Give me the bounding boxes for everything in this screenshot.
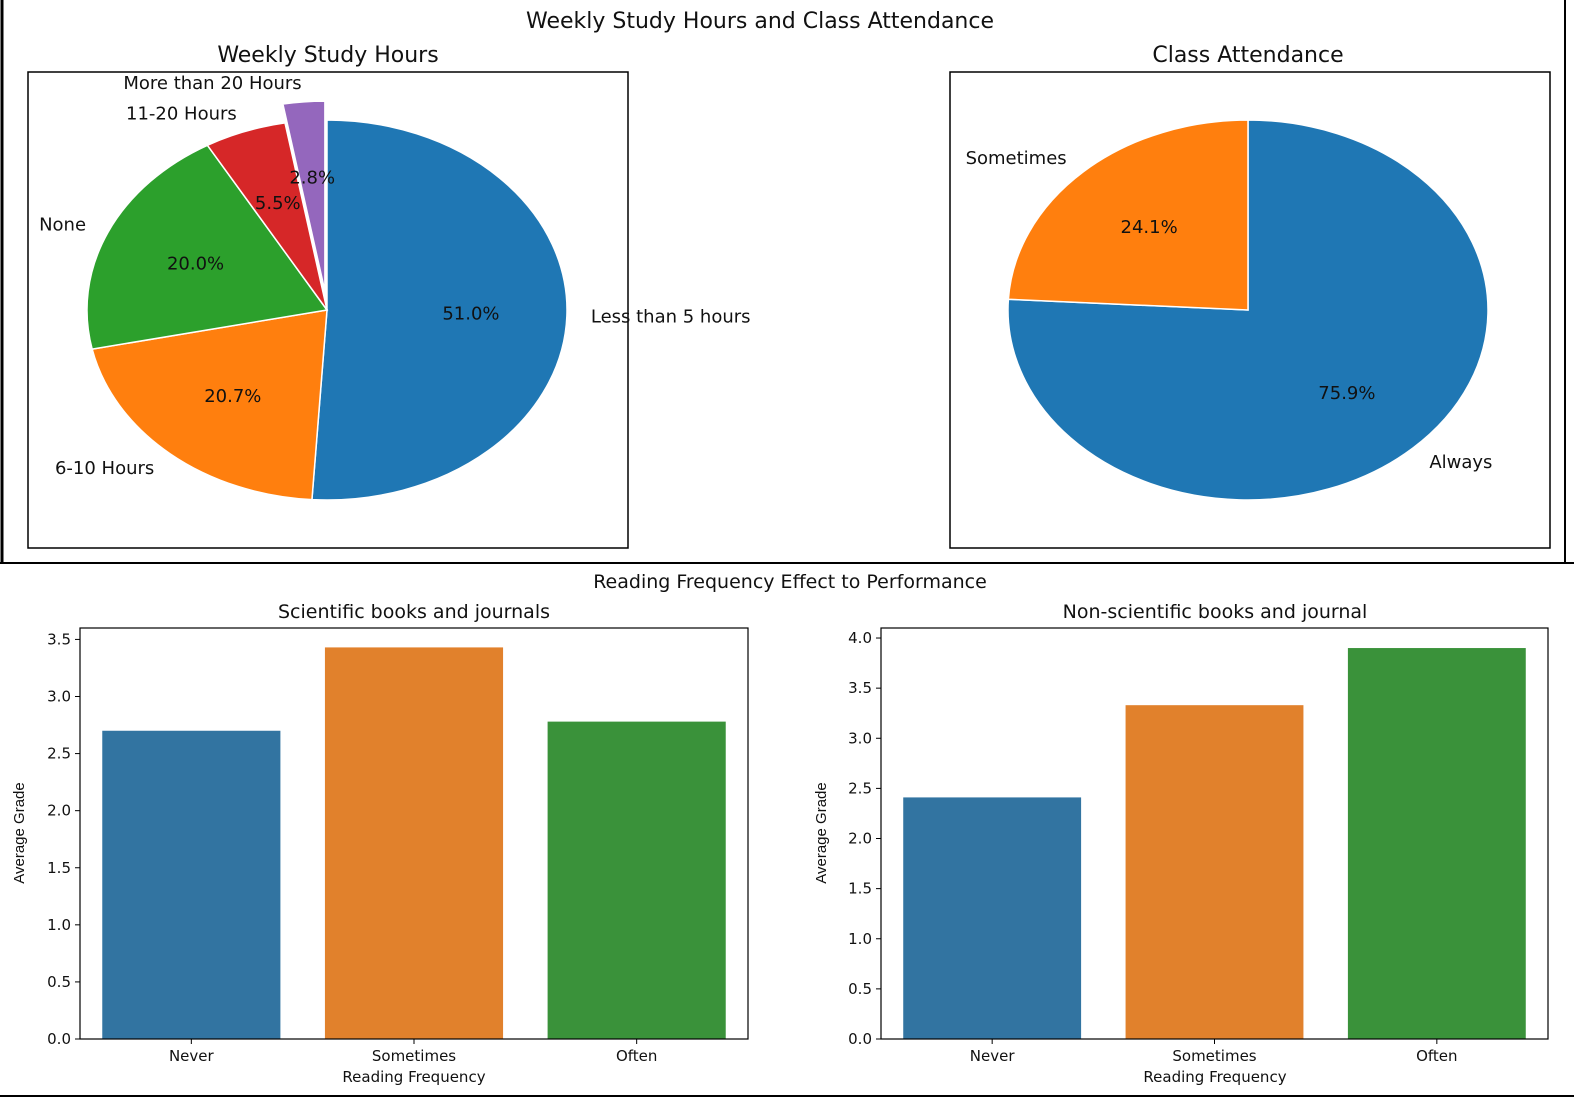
pie1-slice-less-than-5-hours <box>311 119 568 501</box>
pie2-label-always: Always <box>1429 452 1492 473</box>
pie2-pct-label-always: 75.9% <box>1318 383 1375 404</box>
bar2-ytick-label: 2.0 <box>848 830 872 848</box>
bar2-ytick-label: 2.5 <box>848 779 872 797</box>
bar2-ytick-label: 3.5 <box>848 679 872 697</box>
pie2-slice-always <box>1007 119 1489 501</box>
bar1-xtick-label-never: Never <box>169 1047 215 1065</box>
pie2-label-sometimes: Sometimes <box>966 148 1067 169</box>
bar2-xtick-label-never: Never <box>970 1047 1016 1065</box>
pie1-pct-label-less-than-5-hours: 51.0% <box>442 304 499 325</box>
bar2-title: Non-scientific books and journal <box>1063 601 1368 623</box>
pie2-title: Class Attendance <box>1152 43 1343 68</box>
pie1-pct-label-11-20-hours: 5.5% <box>255 193 301 214</box>
pie1-slice-11-20-hours <box>206 122 328 311</box>
pie1-pct-label-6-10-hours: 20.7% <box>204 386 261 407</box>
pie1-label-6-10-hours: 6-10 Hours <box>55 458 154 479</box>
bar1-ytick-label: 0.5 <box>47 973 71 991</box>
pie2-pct-label-sometimes: 24.1% <box>1121 217 1178 238</box>
bar2-ytick-label: 4.0 <box>848 629 872 647</box>
bar1-frame <box>79 627 749 1040</box>
bar1-ytick-label: 3.0 <box>47 688 71 706</box>
bar1-ytick-label: 0.0 <box>47 1030 71 1048</box>
bar-chart-scientific: Scientific books and journals Never Somet… <box>11 601 749 1086</box>
pie1-pct-label-none: 20.0% <box>167 253 224 274</box>
pie1-label-11-20-hours: 11-20 Hours <box>126 104 237 125</box>
bar2-ytick-label: 0.5 <box>848 980 872 998</box>
bar1-bar-never <box>102 730 281 1039</box>
bar2-xtick-label-often: Often <box>1416 1047 1457 1065</box>
bar1-bar-sometimes <box>324 647 504 1039</box>
bar1-xlabel: Reading Frequency <box>342 1068 485 1086</box>
pie1-frame <box>27 71 629 549</box>
bar2-bar-often <box>1347 648 1526 1039</box>
bar1-ylabel: Average Grade <box>11 782 28 883</box>
bar1-xtick-label-sometimes: Sometimes <box>372 1047 456 1065</box>
pie1-label-none: None <box>39 215 86 236</box>
bar1-ytick-label: 1.5 <box>47 859 71 877</box>
bar2-ytick-label: 1.0 <box>848 930 872 948</box>
bar2-bar-sometimes <box>1125 705 1304 1039</box>
pie1-pct-label-more-than-20-hours: 2.8% <box>289 168 335 189</box>
bar2-ytick-label: 3.0 <box>848 729 872 747</box>
bar2-xtick-label-sometimes: Sometimes <box>1172 1047 1256 1065</box>
top-figure-title: Weekly Study Hours and Class Attendance <box>526 9 994 34</box>
pie1-slice-more-than-20-hours <box>281 100 326 292</box>
bar1-ytick-label: 1.0 <box>47 916 71 934</box>
bar2-ytick-label: 1.5 <box>848 880 872 898</box>
bar1-bar-often <box>547 721 726 1039</box>
bar1-xtick-label-often: Often <box>616 1047 657 1065</box>
pie1-label-more-than-20-hours: More than 20 Hours <box>123 73 301 94</box>
bar1-ytick-label: 2.0 <box>47 802 71 820</box>
bar-chart-non-scientific: Non-scientific books and journal Never So… <box>813 601 1549 1086</box>
bottom-figure-title: Reading Frequency Effect to Performance <box>593 571 987 593</box>
pie2-slice-sometimes <box>1007 119 1249 311</box>
pie-chart-study-hours: Weekly Study Hours 51.0% Less than 5 hour… <box>27 43 751 549</box>
pie1-title: Weekly Study Hours <box>217 43 438 68</box>
bar1-ytick-label: 3.5 <box>47 630 71 648</box>
bar1-ytick-label: 2.5 <box>47 745 71 763</box>
bar1-title: Scientific books and journals <box>278 601 550 623</box>
bar2-bar-never <box>903 797 1082 1039</box>
bar2-frame <box>880 627 1549 1040</box>
pie1-label-less-than-5-hours: Less than 5 hours <box>591 307 751 328</box>
bar2-ylabel: Average Grade <box>813 782 830 883</box>
pie1-slice-none <box>86 144 329 350</box>
bar2-xlabel: Reading Frequency <box>1143 1068 1286 1086</box>
pie2-frame <box>949 71 1551 549</box>
bar2-ytick-label: 0.0 <box>848 1030 872 1048</box>
pie-chart-class-attendance: Class Attendance 75.9% Always 24.1% Sometim… <box>949 43 1551 549</box>
pie1-slice-6-10-hours <box>91 309 328 501</box>
